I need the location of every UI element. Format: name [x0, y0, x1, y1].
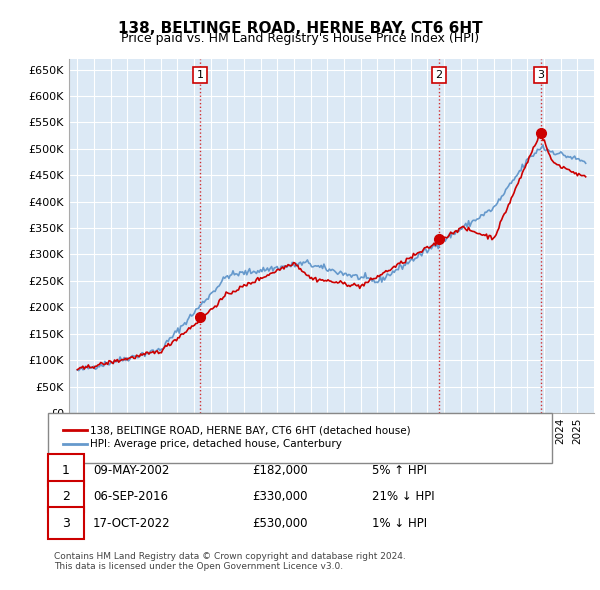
Text: Price paid vs. HM Land Registry's House Price Index (HPI): Price paid vs. HM Land Registry's House … — [121, 32, 479, 45]
Text: Contains HM Land Registry data © Crown copyright and database right 2024.
This d: Contains HM Land Registry data © Crown c… — [54, 552, 406, 571]
Text: 138, BELTINGE ROAD, HERNE BAY, CT6 6HT (detached house): 138, BELTINGE ROAD, HERNE BAY, CT6 6HT (… — [90, 425, 410, 435]
Text: £530,000: £530,000 — [252, 517, 308, 530]
Text: 1% ↓ HPI: 1% ↓ HPI — [372, 517, 427, 530]
Text: 138, BELTINGE ROAD, HERNE BAY, CT6 6HT: 138, BELTINGE ROAD, HERNE BAY, CT6 6HT — [118, 21, 482, 35]
Text: HPI: Average price, detached house, Canterbury: HPI: Average price, detached house, Cant… — [90, 439, 342, 448]
Text: 09-MAY-2002: 09-MAY-2002 — [93, 464, 169, 477]
Text: 17-OCT-2022: 17-OCT-2022 — [93, 517, 170, 530]
Text: 1: 1 — [196, 70, 203, 80]
Text: 2: 2 — [62, 490, 70, 503]
Text: 3: 3 — [537, 70, 544, 80]
Text: 21% ↓ HPI: 21% ↓ HPI — [372, 490, 434, 503]
Text: 3: 3 — [62, 517, 70, 530]
Text: 06-SEP-2016: 06-SEP-2016 — [93, 490, 168, 503]
Text: 2: 2 — [435, 70, 442, 80]
Text: 1: 1 — [62, 464, 70, 477]
Text: 5% ↑ HPI: 5% ↑ HPI — [372, 464, 427, 477]
Text: £182,000: £182,000 — [252, 464, 308, 477]
Text: £330,000: £330,000 — [252, 490, 308, 503]
